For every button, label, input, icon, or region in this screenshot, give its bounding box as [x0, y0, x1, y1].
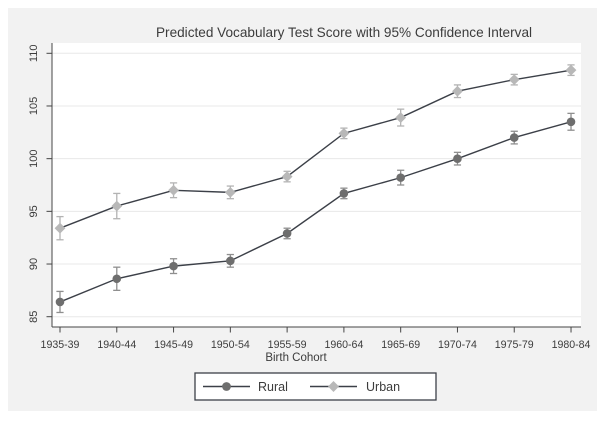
- legend: Rural Urban: [194, 372, 437, 401]
- data-point-diamond: [111, 200, 123, 212]
- y-tick-label: 90: [28, 258, 40, 270]
- plot-area: [52, 43, 581, 327]
- data-point-circle: [396, 173, 405, 182]
- series-rural: [55, 112, 576, 314]
- y-tick-label: 105: [28, 97, 40, 115]
- x-tick-label: 1955-59: [268, 339, 307, 351]
- data-point-diamond: [168, 184, 179, 196]
- legend-label-rural: Rural: [258, 380, 288, 394]
- chart-figure: 85 90 95 100 105 110 1935-39 1940-44 1945-49 195…: [8, 8, 597, 411]
- data-point-circle: [453, 154, 462, 163]
- y-tick-label: 110: [28, 45, 40, 63]
- chart-title: Predicted Vocabulary Test Score with 95%…: [156, 25, 532, 40]
- legend-urban-marker-icon: [328, 381, 339, 392]
- data-point-circle: [169, 261, 178, 271]
- x-tick-label: 1965-69: [381, 339, 420, 351]
- y-tick-label: 85: [28, 311, 40, 323]
- x-tick-label: 1945-49: [154, 339, 193, 351]
- chart-canvas: 85 90 95 100 105 110 1935-39 1940-44 1945-49 195…: [28, 25, 591, 401]
- data-point-diamond: [452, 85, 463, 97]
- data-point-circle: [282, 229, 292, 238]
- x-tick-label: 1970-74: [438, 339, 477, 351]
- data-point-diamond: [395, 112, 407, 123]
- x-axis-ticks: 1935-39 1940-44 1945-49 1950-54 1955-59 1960-…: [41, 327, 591, 351]
- data-point-circle: [339, 189, 349, 198]
- data-point-diamond: [338, 127, 350, 139]
- gridlines: [52, 52, 581, 318]
- series-line: [59, 69, 572, 229]
- data-point-circle: [112, 274, 122, 284]
- legend-label-urban: Urban: [366, 380, 400, 394]
- x-axis-title: Birth Cohort: [265, 352, 327, 364]
- data-point-diamond: [281, 171, 293, 182]
- data-point-circle: [55, 297, 65, 307]
- y-axis-ticks: 85 90 95 100 105 110: [28, 45, 52, 323]
- axes: [51, 43, 581, 328]
- x-tick-label: 1975-79: [495, 339, 534, 351]
- data-point-diamond: [224, 186, 236, 198]
- x-tick-label: 1950-54: [211, 339, 250, 351]
- x-tick-label: 1940-44: [97, 339, 136, 351]
- data-point-circle: [226, 256, 235, 266]
- y-tick-label: 95: [28, 205, 40, 217]
- y-tick-label: 100: [28, 149, 40, 167]
- x-tick-label: 1960-64: [324, 339, 363, 351]
- x-tick-label: 1935-39: [41, 339, 80, 351]
- series-line: [59, 121, 572, 303]
- legend-rural-marker-icon: [222, 382, 231, 391]
- data-point-circle: [509, 133, 519, 142]
- data-point-diamond: [54, 222, 66, 234]
- x-tick-label: 1980-84: [552, 339, 591, 351]
- data-point-diamond: [508, 74, 520, 86]
- data-point-circle: [566, 117, 576, 127]
